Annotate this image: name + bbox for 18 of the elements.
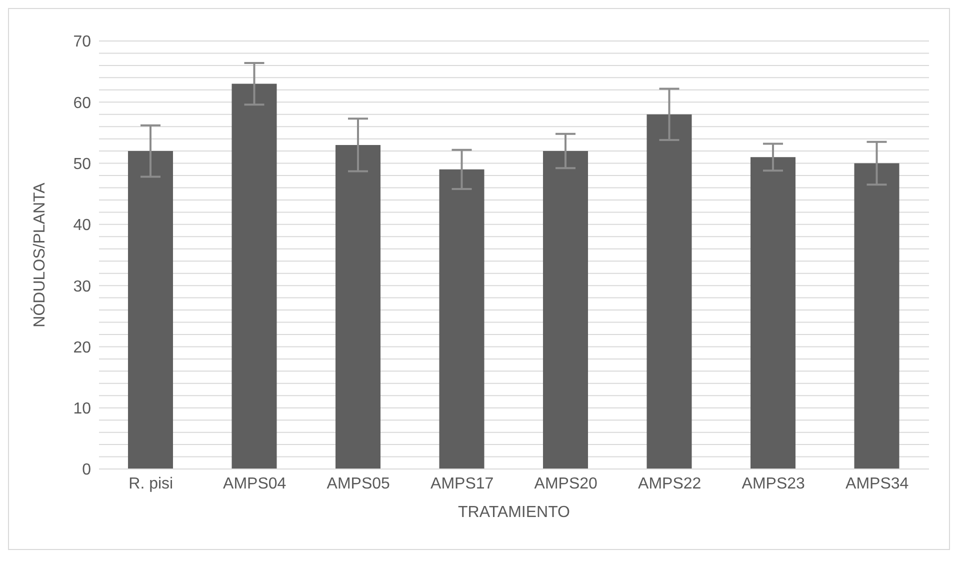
- x-tick-label: AMPS17: [430, 475, 494, 492]
- x-tick-label: AMPS20: [534, 475, 598, 492]
- y-tick-label: 50: [73, 156, 92, 173]
- y-tick-label: 10: [73, 400, 92, 418]
- y-axis-title: NÓDULOS/PLANTA: [30, 182, 49, 328]
- y-tick-label: 70: [73, 34, 92, 51]
- x-tick-label: AMPS04: [223, 475, 286, 492]
- x-tick-label: AMPS23: [742, 475, 806, 492]
- y-tick-label: 20: [73, 339, 92, 356]
- x-tick-label: AMPS22: [638, 475, 702, 492]
- y-tick-label: 0: [82, 462, 92, 479]
- y-tick-label: 40: [73, 217, 92, 234]
- x-tick-label: AMPS05: [326, 475, 390, 492]
- y-tick-label: 60: [73, 94, 92, 112]
- x-tick-label: AMPS34: [846, 475, 909, 492]
- y-tick-label: 30: [73, 278, 92, 296]
- x-axis-title: TRATAMIENTO: [458, 504, 570, 521]
- x-tick-label: R. pisi: [128, 475, 174, 492]
